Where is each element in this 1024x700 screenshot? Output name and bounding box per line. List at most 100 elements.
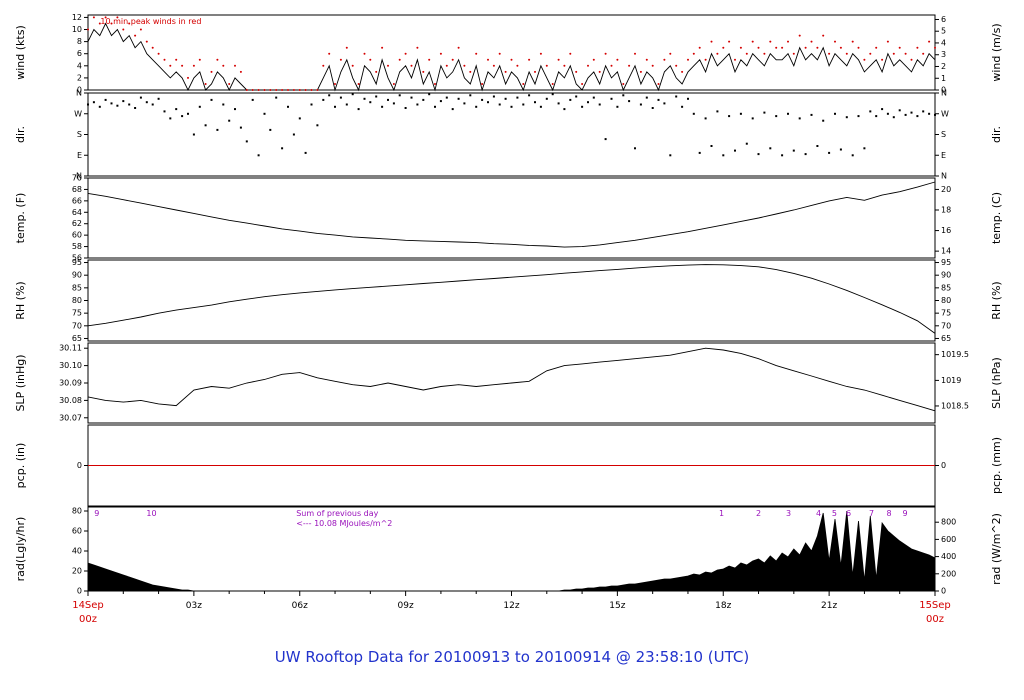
wind-direction-dot: [204, 124, 207, 127]
radiation-ytick-label-right: 800: [941, 518, 956, 527]
peak-wind-dot: [716, 52, 719, 55]
wind-direction-dot: [304, 151, 307, 154]
x-tick-label: 18z: [715, 601, 731, 611]
wind-direction-dot: [928, 112, 931, 115]
wind-direction-dot: [487, 101, 489, 104]
humidity-frame: [87, 259, 936, 342]
wind-direction-dot: [451, 108, 454, 111]
wind-direction-dot: [828, 151, 831, 154]
wind-direction-dot: [98, 105, 101, 108]
peak-wind-dot: [810, 40, 813, 43]
wind-ytick-label-left: 10: [72, 25, 82, 34]
peak-wind-dot: [363, 52, 366, 55]
humidity-ytick-label-left: 80: [72, 296, 82, 305]
wind-direction-dot: [357, 108, 360, 111]
peak-wind-dot: [304, 89, 307, 91]
peak-wind-dot: [622, 83, 625, 85]
wind-direction-dot: [792, 149, 795, 152]
wind-direction-dot: [134, 107, 137, 109]
peak-wind-dot: [263, 89, 266, 91]
peak-wind-dot: [469, 70, 472, 73]
temperature-frame: [87, 177, 936, 259]
peak-wind-dot: [87, 28, 89, 31]
radiation-annotation: <--- 10.08 MJoules/m^2: [296, 519, 392, 528]
wind-direction-dot: [651, 107, 654, 109]
wind-direction-dot: [492, 95, 495, 98]
peak-wind-dot: [516, 64, 519, 67]
radiation-annotation: Sum of previous day: [296, 509, 378, 518]
precip-ytick-label-right: 0: [941, 461, 946, 470]
wind-direction-dot: [886, 112, 889, 115]
panel-humidity: 65 70 75 80 85 90 95 65 70 75 80 85 90 95 RH (%) RH (%): [14, 258, 1003, 343]
peak-wind-dot: [822, 34, 825, 37]
wind-direction-dot: [163, 110, 166, 113]
wind-direction-dot: [704, 117, 707, 120]
wind-direction-dot: [457, 97, 460, 100]
wind-ytick-label-left: 6: [77, 49, 82, 58]
wind-direction-dot: [645, 96, 648, 99]
radiation-ytick-label-left: 0: [77, 587, 82, 596]
peak-wind-dot: [175, 58, 178, 61]
wind-direction-dot: [745, 142, 748, 145]
peak-wind-dot: [522, 83, 525, 85]
rad-sum-marker: 1: [719, 509, 724, 518]
wind-direction-dot: [351, 93, 354, 96]
pressure-ytick-label-left: 30.08: [59, 396, 82, 405]
peak-wind-dot: [492, 64, 495, 67]
peak-wind-dot: [504, 70, 507, 73]
humidity-ytick-label-left: 65: [72, 334, 82, 343]
humidity-axis-label-right: RH (%): [990, 281, 1003, 319]
wind-direction-dot: [892, 116, 895, 119]
wind-direction-dot: [234, 108, 236, 111]
peak-wind-dot: [704, 58, 707, 61]
peak-wind-dot: [587, 64, 589, 67]
temperature-ytick-label-left: 58: [72, 242, 82, 251]
wind-direction-dot: [287, 105, 289, 108]
peak-wind-dot: [204, 83, 207, 85]
peak-wind-dot: [645, 58, 648, 61]
peak-wind-dot: [934, 46, 936, 49]
peak-wind-dot: [228, 83, 231, 85]
wind-direction-dot: [734, 149, 736, 152]
wind-direction-dot: [151, 103, 154, 106]
peak-wind-dot: [392, 83, 395, 85]
wind-direction-dot: [410, 96, 413, 99]
wind-direction-dot: [128, 103, 131, 106]
wind-direction-dot: [139, 96, 142, 99]
wind-direction-dot: [339, 96, 342, 99]
peak-wind-dot: [128, 22, 131, 25]
peak-wind-dot: [528, 58, 531, 61]
peak-wind-dot: [816, 46, 819, 49]
wind-direction-dot: [310, 103, 313, 106]
humidity-ytick-label-right: 65: [941, 334, 951, 343]
wind-direction-dot: [257, 154, 260, 157]
humidity-ytick-label-right: 70: [941, 321, 951, 330]
humidity-ytick-label-right: 90: [941, 271, 951, 280]
peak-wind-dot: [787, 40, 789, 43]
rad-sum-marker: 5: [832, 509, 837, 518]
temperature-axis-label-right: temp. (C): [990, 192, 1003, 244]
peak-wind-dot: [369, 58, 372, 61]
direction-ytick-label-left: E: [77, 151, 82, 160]
peak-wind-dot: [281, 89, 284, 91]
humidity-ytick-label-left: 75: [72, 309, 82, 318]
peak-wind-dot: [439, 52, 442, 55]
wind-direction-dot: [398, 94, 401, 97]
peak-wind-dot: [151, 46, 154, 49]
wind-direction-dot: [275, 96, 278, 99]
wind-direction-dot: [563, 108, 566, 111]
panel-temperature: 56 58 60 62 64 66 68 70 14 16 18 20 temp. (F) temp. (…: [14, 174, 1003, 263]
temperature-ytick-label-right: 14: [941, 247, 951, 256]
direction-ytick-label-right: N: [941, 89, 947, 98]
wind-direction-dot: [422, 98, 425, 101]
wind-ytick-label-left: 2: [77, 73, 82, 82]
peak-wind-dot: [745, 52, 748, 55]
peak-wind-dot: [428, 58, 431, 61]
rad-sum-marker: 7: [869, 509, 874, 518]
x-start-date-label: 14Sep: [72, 600, 104, 611]
wind-direction-dot: [904, 113, 907, 116]
pressure-ytick-label-right: 1019: [941, 376, 961, 385]
wind-direction-dot: [110, 102, 113, 105]
